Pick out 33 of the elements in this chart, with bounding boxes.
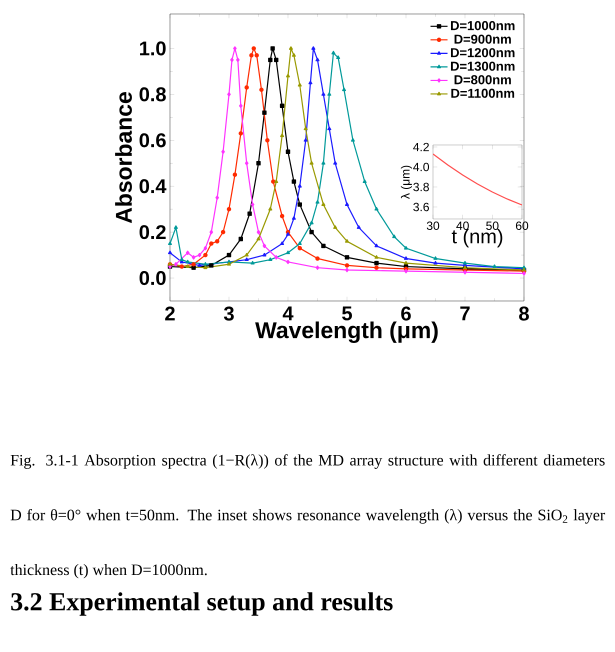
x-tick-label: 4	[282, 306, 294, 320]
x-axis-title: t (nm)	[452, 228, 502, 248]
x-tick-label: 50	[486, 222, 499, 230]
x-tick-label: 6	[401, 306, 411, 321]
y-axis-title: λ (μm)	[400, 166, 412, 199]
y-axis-title: Absorbance	[115, 92, 132, 224]
x-tick-label: 7	[460, 306, 470, 320]
x-tick-label: 30	[426, 222, 440, 230]
x-tick-label: 2	[165, 306, 175, 320]
text: 3.2 Experimental setup and results	[11, 592, 393, 616]
y-tick-label: 0.8	[140, 87, 166, 102]
legend-label: D=1100nm	[451, 88, 514, 98]
x-tick-label: 3	[224, 306, 234, 321]
y-tick-label: 3.8	[413, 182, 429, 192]
y-tick-label: 0.0	[140, 270, 166, 286]
y-tick-label: 3.6	[413, 202, 429, 212]
y-tick-label: 0.2	[140, 225, 166, 240]
x-tick-label: 40	[456, 222, 469, 230]
legend-label: D=800nm	[454, 75, 511, 84]
legend-label: D=1300nm	[450, 62, 514, 71]
x-tick-label: 60	[516, 222, 528, 230]
y-tick-label: 4.0	[413, 162, 430, 172]
y-tick-label: 1.0	[140, 41, 166, 56]
x-axis-title: Wavelength (μm)	[255, 321, 438, 343]
legend-label: D=900nm	[454, 34, 511, 44]
legend-label: D=1000nm	[450, 21, 514, 30]
y-tick-label: 0.4	[140, 179, 166, 194]
x-tick-label: 5	[342, 306, 352, 320]
y-tick-label: 4.2	[413, 142, 429, 152]
text: Fig. 3.1-1 Absorption spectra (1−R(λ)) of the MD array structure with different diameters D for θ=0° when t=50nm. The inset shows resonance wavelength (λ) versus the SiO$_{2}$ layer thickness (t) when D=1000nm.	[10, 454, 606, 578]
legend-label: D=1200nm	[450, 48, 514, 58]
y-tick-label: 0.6	[140, 133, 166, 148]
x-tick-label: 8	[519, 306, 529, 321]
